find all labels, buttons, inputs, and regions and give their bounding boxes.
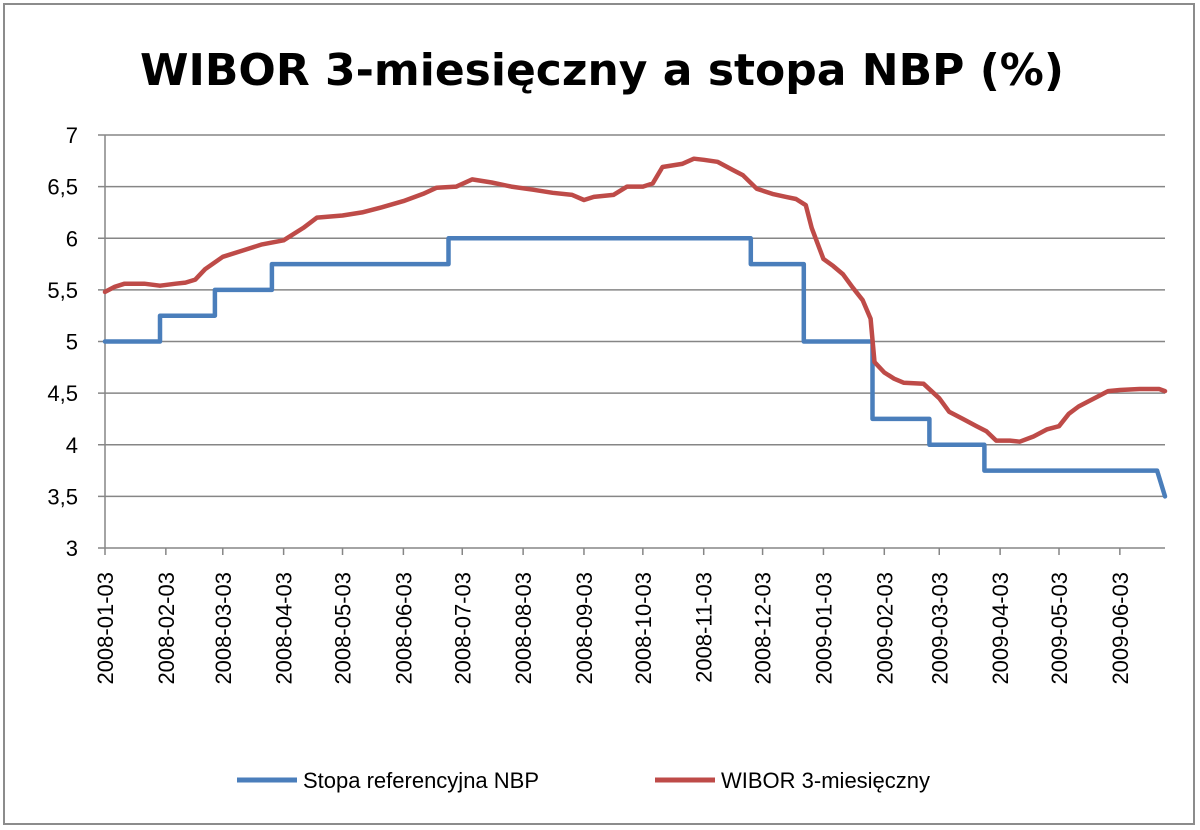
x-tick-label: 2008-01-03 (93, 572, 118, 685)
series-line-0 (102, 236, 1168, 499)
x-tick-label: 2008-06-03 (391, 572, 416, 685)
legend: Stopa referencyjna NBP WIBOR 3-miesięczn… (237, 768, 930, 793)
x-tick-label: 2009-02-03 (872, 572, 897, 685)
x-tick-label: 2009-01-03 (811, 572, 836, 685)
x-tick-label: 2009-04-03 (988, 572, 1013, 685)
x-tick-label: 2009-06-03 (1108, 572, 1133, 685)
x-axis-ticks: 2008-01-03 2008-02-03 2008-03-03 2008-04-03… (93, 572, 1133, 685)
y-tick-label: 4 (66, 433, 78, 458)
chart-title: WIBOR 3-miesięczny a stopa NBP (%) (140, 45, 1064, 96)
y-tick-label: 6 (66, 226, 78, 251)
legend-label-wibor: WIBOR 3-miesięczny (721, 768, 930, 793)
legend-item-wibor: WIBOR 3-miesięczny (655, 768, 930, 793)
y-axis-ticks: 3 3,5 4 4,5 5 5,5 6 6,5 7 (47, 123, 78, 561)
y-tick-label: 3 (66, 536, 78, 561)
chart-frame: WIBOR 3-miesięczny a stopa NBP (%) 3 3,5 4… (3, 3, 1195, 825)
x-tick-label: 2008-04-03 (272, 572, 297, 685)
x-tick-label: 2009-03-03 (927, 572, 952, 685)
y-tick-label: 4,5 (47, 381, 78, 406)
y-tick-label: 5,5 (47, 278, 78, 303)
y-tick-label: 3,5 (47, 484, 78, 509)
series-line-1 (102, 156, 1168, 444)
x-tick-label: 2008-05-03 (331, 572, 356, 685)
line-chart: WIBOR 3-miesięczny a stopa NBP (%) 3 3,5 4… (47, 45, 1168, 793)
x-tick-label: 2008-08-03 (511, 572, 536, 685)
legend-item-nbp: Stopa referencyjna NBP (237, 768, 539, 793)
x-tick-label: 2008-11-03 (692, 572, 717, 683)
y-tick-label: 6,5 (47, 175, 78, 200)
y-tick-label: 7 (66, 123, 78, 148)
x-tick-label: 2009-05-03 (1047, 572, 1072, 685)
x-tick-label: 2008-03-03 (211, 572, 236, 685)
x-tick-label: 2008-12-03 (751, 572, 776, 685)
y-tick-label: 5 (66, 330, 78, 355)
x-tick-label: 2008-02-03 (154, 572, 179, 685)
legend-label-nbp: Stopa referencyjna NBP (303, 768, 539, 793)
series-lines (102, 156, 1168, 499)
x-tick-label: 2008-10-03 (631, 572, 656, 685)
x-tick-label: 2008-09-03 (572, 572, 597, 685)
x-tick-label: 2008-07-03 (450, 572, 475, 685)
axes (98, 134, 1165, 555)
